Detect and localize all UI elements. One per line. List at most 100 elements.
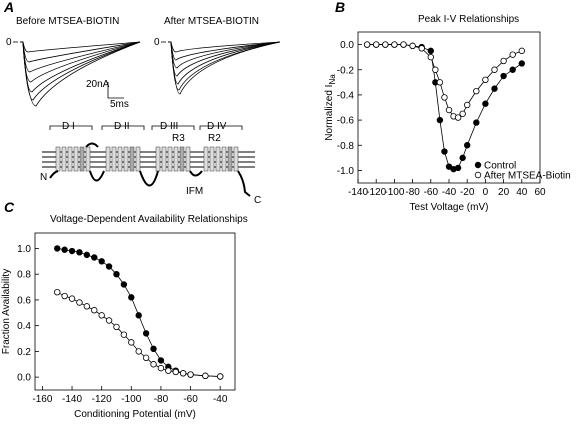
scale-time: 5ms <box>110 99 129 110</box>
data-point <box>91 307 98 314</box>
membrane <box>42 142 255 197</box>
legend-marker <box>474 171 482 179</box>
data-point <box>165 367 172 374</box>
data-point <box>464 142 471 149</box>
data-point <box>135 312 142 319</box>
data-point <box>113 270 120 278</box>
x-axis-label: Test Voltage (mV) <box>410 202 489 213</box>
scale-current: 20nA <box>86 79 110 90</box>
domain-label: D I <box>62 121 75 132</box>
y-axis-label: Fraction Availability <box>1 269 12 354</box>
fit-line <box>367 44 522 119</box>
data-point <box>363 41 371 48</box>
domain-label: D III <box>160 121 178 132</box>
data-point <box>157 357 165 364</box>
x-tick-label: -40 <box>213 394 228 405</box>
segment-label: R2 <box>208 133 221 144</box>
motif-label: IFM <box>186 186 203 197</box>
c-terminus: C <box>254 195 261 206</box>
data-point <box>113 323 120 331</box>
plot-frame <box>34 232 236 391</box>
x-tick-label: -140 <box>348 187 368 198</box>
current-traces <box>13 41 281 107</box>
data-point <box>445 106 453 114</box>
data-point <box>128 294 135 301</box>
data-point <box>187 371 194 378</box>
y-tick-label: 0.0 <box>17 373 31 384</box>
y-tick-label: -0.6 <box>337 116 355 127</box>
data-point <box>142 354 150 362</box>
data-point <box>142 330 150 337</box>
data-point <box>373 41 380 48</box>
y-axis-label-main: Normalized I <box>324 85 335 141</box>
data-point <box>454 114 462 121</box>
data-point <box>76 249 83 256</box>
x-tick-label: -20 <box>460 187 475 198</box>
chart: C Voltage-Dependent Availability Relation… <box>1 199 248 420</box>
n-terminus: N <box>40 172 47 183</box>
legend-marker <box>474 161 482 169</box>
data-point <box>391 41 398 48</box>
data-point <box>464 101 471 109</box>
data-point <box>436 116 444 124</box>
trace-title: Before MTSEA-BIOTIN <box>16 16 119 27</box>
x-tick-label: 20 <box>498 187 510 198</box>
y-axis-label: Normalized INa <box>324 74 337 141</box>
data-point <box>500 72 507 80</box>
data-point <box>61 292 68 300</box>
domain-brackets <box>49 125 243 130</box>
data-point <box>150 361 157 368</box>
data-point <box>135 348 142 355</box>
panel-label: A <box>3 0 14 15</box>
x-tick-label: -100 <box>121 394 141 405</box>
domain-label: D II <box>114 121 130 132</box>
x-tick-label: -140 <box>62 394 82 405</box>
x-tick-label: -60 <box>424 187 439 198</box>
data-point <box>427 53 434 61</box>
x-tick-label: 0 <box>483 187 489 198</box>
data-point <box>128 339 135 346</box>
data-point <box>491 66 498 73</box>
x-tick-label: 60 <box>534 187 546 198</box>
x-tick-label: -40 <box>442 187 457 198</box>
trace-title: After MTSEA-BIOTIN <box>164 16 259 27</box>
data-point <box>54 288 61 296</box>
domain-label: D IV <box>207 121 227 132</box>
data-point <box>76 299 83 306</box>
data-point <box>509 51 516 58</box>
y-axis-label-sub: Na <box>328 74 337 85</box>
zero-label: 0 <box>154 37 160 48</box>
data-point <box>473 87 480 95</box>
data-point <box>500 57 507 65</box>
data-point <box>68 247 76 255</box>
y-tick-label: -0.8 <box>337 141 355 152</box>
chart: B Peak I-V Relationships -140-120-100 -80 -6… <box>324 0 571 213</box>
data-point <box>482 76 489 84</box>
data-point <box>491 85 498 92</box>
data-point <box>459 154 466 162</box>
y-tick-label: -1.0 <box>337 166 355 177</box>
chart-title: Voltage-Dependent Availability Relations… <box>50 214 248 225</box>
legend-label: After MTSEA-Biotin <box>484 171 571 182</box>
legend-label: Control <box>484 161 516 172</box>
x-tick-label: 40 <box>516 187 528 198</box>
data-point <box>98 312 105 319</box>
data-point <box>120 331 128 338</box>
data-point <box>61 246 68 253</box>
y-tick-label: -0.2 <box>337 65 355 76</box>
data-point <box>441 94 448 101</box>
data-point <box>459 110 466 117</box>
data-point <box>120 281 128 288</box>
fit-line <box>57 291 221 377</box>
y-tick-label: 1.0 <box>17 244 31 255</box>
data-point <box>473 119 480 126</box>
y-tick-label: 0.2 <box>17 347 31 358</box>
data-point <box>400 41 407 48</box>
x-axis-label: Conditioning Potential (mV) <box>74 409 196 420</box>
data-point <box>482 100 489 107</box>
x-tick-label: -80 <box>405 187 420 198</box>
y-tick-label: 0.0 <box>340 40 354 51</box>
data-point <box>509 66 516 73</box>
y-tick-label: 0.6 <box>17 295 31 306</box>
